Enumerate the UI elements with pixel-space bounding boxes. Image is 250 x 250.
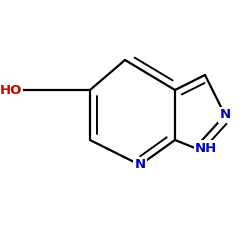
Text: HO: HO <box>0 84 22 96</box>
Text: N: N <box>220 108 230 122</box>
Text: NH: NH <box>195 142 217 154</box>
Text: N: N <box>134 158 145 172</box>
